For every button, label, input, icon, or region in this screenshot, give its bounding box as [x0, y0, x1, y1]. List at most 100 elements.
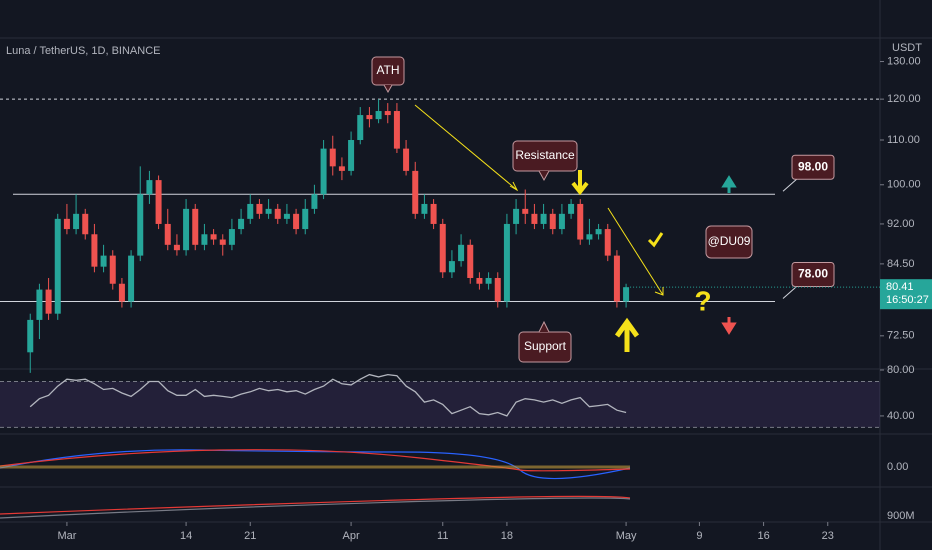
arrow-up: [614, 317, 640, 352]
x-tick-label: 18: [501, 530, 513, 542]
candle-body: [421, 203, 428, 214]
indicator-line: [0, 497, 631, 519]
candle-body: [531, 213, 538, 224]
y-tick-label: 130.00: [887, 55, 921, 67]
candle-body: [348, 140, 355, 171]
signal-line: [0, 449, 631, 472]
candle-body: [357, 115, 364, 141]
indicator-line: [0, 495, 631, 515]
x-tick-label: 11: [437, 530, 448, 542]
candle-body: [183, 208, 190, 251]
rsi-band: [0, 381, 880, 428]
y-tick-label: 84.50: [887, 258, 915, 270]
annotation-pointer: [383, 84, 393, 94]
candle-body: [513, 208, 520, 224]
candle-body: [155, 180, 162, 224]
macd-axis-label: 0.00: [887, 461, 908, 473]
annotation-pointer: [538, 320, 550, 333]
trend-arrow: [509, 181, 519, 192]
arrow-down: [571, 170, 589, 196]
x-tick-label: 14: [180, 530, 192, 542]
rsi-line: [29, 373, 627, 417]
candle-body: [329, 148, 336, 167]
y-tick-label: 120.00: [887, 93, 921, 105]
x-tick-label: 21: [244, 530, 256, 542]
candle-body: [430, 203, 437, 224]
candle-body: [100, 255, 107, 267]
level-tag-box: [791, 261, 835, 287]
author-tag: @DU09: [708, 234, 751, 248]
candle-body: [27, 319, 34, 353]
macd-line: [0, 449, 631, 480]
candle-body: [201, 234, 208, 245]
candle-body: [128, 255, 135, 302]
candle-body: [137, 194, 144, 256]
candle-body: [393, 111, 400, 149]
candle-body: [265, 208, 272, 214]
candle-body: [558, 213, 565, 230]
candle-body: [485, 277, 492, 284]
candle-body: [604, 229, 611, 256]
last-price-box: [880, 279, 932, 310]
candle-body: [467, 244, 474, 278]
countdown: 16:50:27: [886, 294, 929, 306]
candle-body: [476, 277, 483, 284]
candle-body: [338, 166, 345, 171]
red-arrow: [721, 317, 737, 335]
candle-body: [366, 115, 373, 120]
candle-body: [118, 283, 125, 302]
candle-body: [412, 170, 419, 214]
annotation: ATH: [376, 63, 399, 77]
candle-body: [36, 289, 43, 320]
candle-body: [302, 208, 309, 230]
candle-body: [219, 239, 226, 245]
candle-body: [54, 218, 61, 314]
candle-body: [73, 213, 80, 230]
candle-body: [238, 218, 245, 230]
candle-body: [274, 208, 281, 219]
trend-line: [607, 207, 664, 296]
candle-body: [82, 213, 89, 235]
y-tick-label: 92.00: [887, 218, 915, 230]
candle-body: [375, 111, 382, 120]
y-tick-label: 40.00: [887, 410, 915, 422]
level-tag-box: [791, 154, 835, 180]
annotation-pointer: [538, 170, 550, 182]
trend-line: [414, 104, 518, 191]
candle-body: [293, 213, 300, 230]
candle-body: [595, 229, 602, 235]
candle-body: [448, 261, 455, 273]
candle-body: [164, 223, 171, 245]
last-price: 80.41: [886, 281, 914, 293]
y-tick-label: 80.00: [887, 364, 915, 376]
candle-body: [549, 213, 556, 230]
level-tag: 98.00: [798, 159, 828, 173]
candle-body: [45, 289, 52, 314]
x-tick-label: Apr: [343, 530, 360, 542]
candle-body: [522, 208, 529, 214]
level-tag: 78.00: [798, 267, 828, 281]
candle-body: [63, 218, 70, 230]
checkmark: [647, 232, 664, 248]
candle-body: [540, 213, 547, 224]
annotation: Support: [524, 339, 567, 353]
candle-body: [256, 203, 263, 214]
candle-body: [247, 203, 254, 219]
candle-body: [109, 255, 116, 284]
annotation-box: [705, 225, 753, 259]
x-tick-label: 16: [757, 530, 769, 542]
chart-title: Luna / TetherUS, 1D, BINANCE: [6, 45, 160, 57]
candle-body: [283, 213, 290, 219]
x-tick-label: May: [616, 530, 637, 542]
trend-arrow: [654, 287, 664, 296]
candle-body: [320, 148, 327, 195]
x-tick-label: 23: [822, 530, 834, 542]
annotation: Resistance: [515, 148, 575, 162]
question-mark: ?: [694, 285, 711, 316]
candle-body: [403, 148, 410, 171]
y-tick-label: 110.00: [887, 134, 920, 146]
green-arrow: [721, 175, 737, 193]
y-tick-label: 100.00: [887, 179, 921, 191]
